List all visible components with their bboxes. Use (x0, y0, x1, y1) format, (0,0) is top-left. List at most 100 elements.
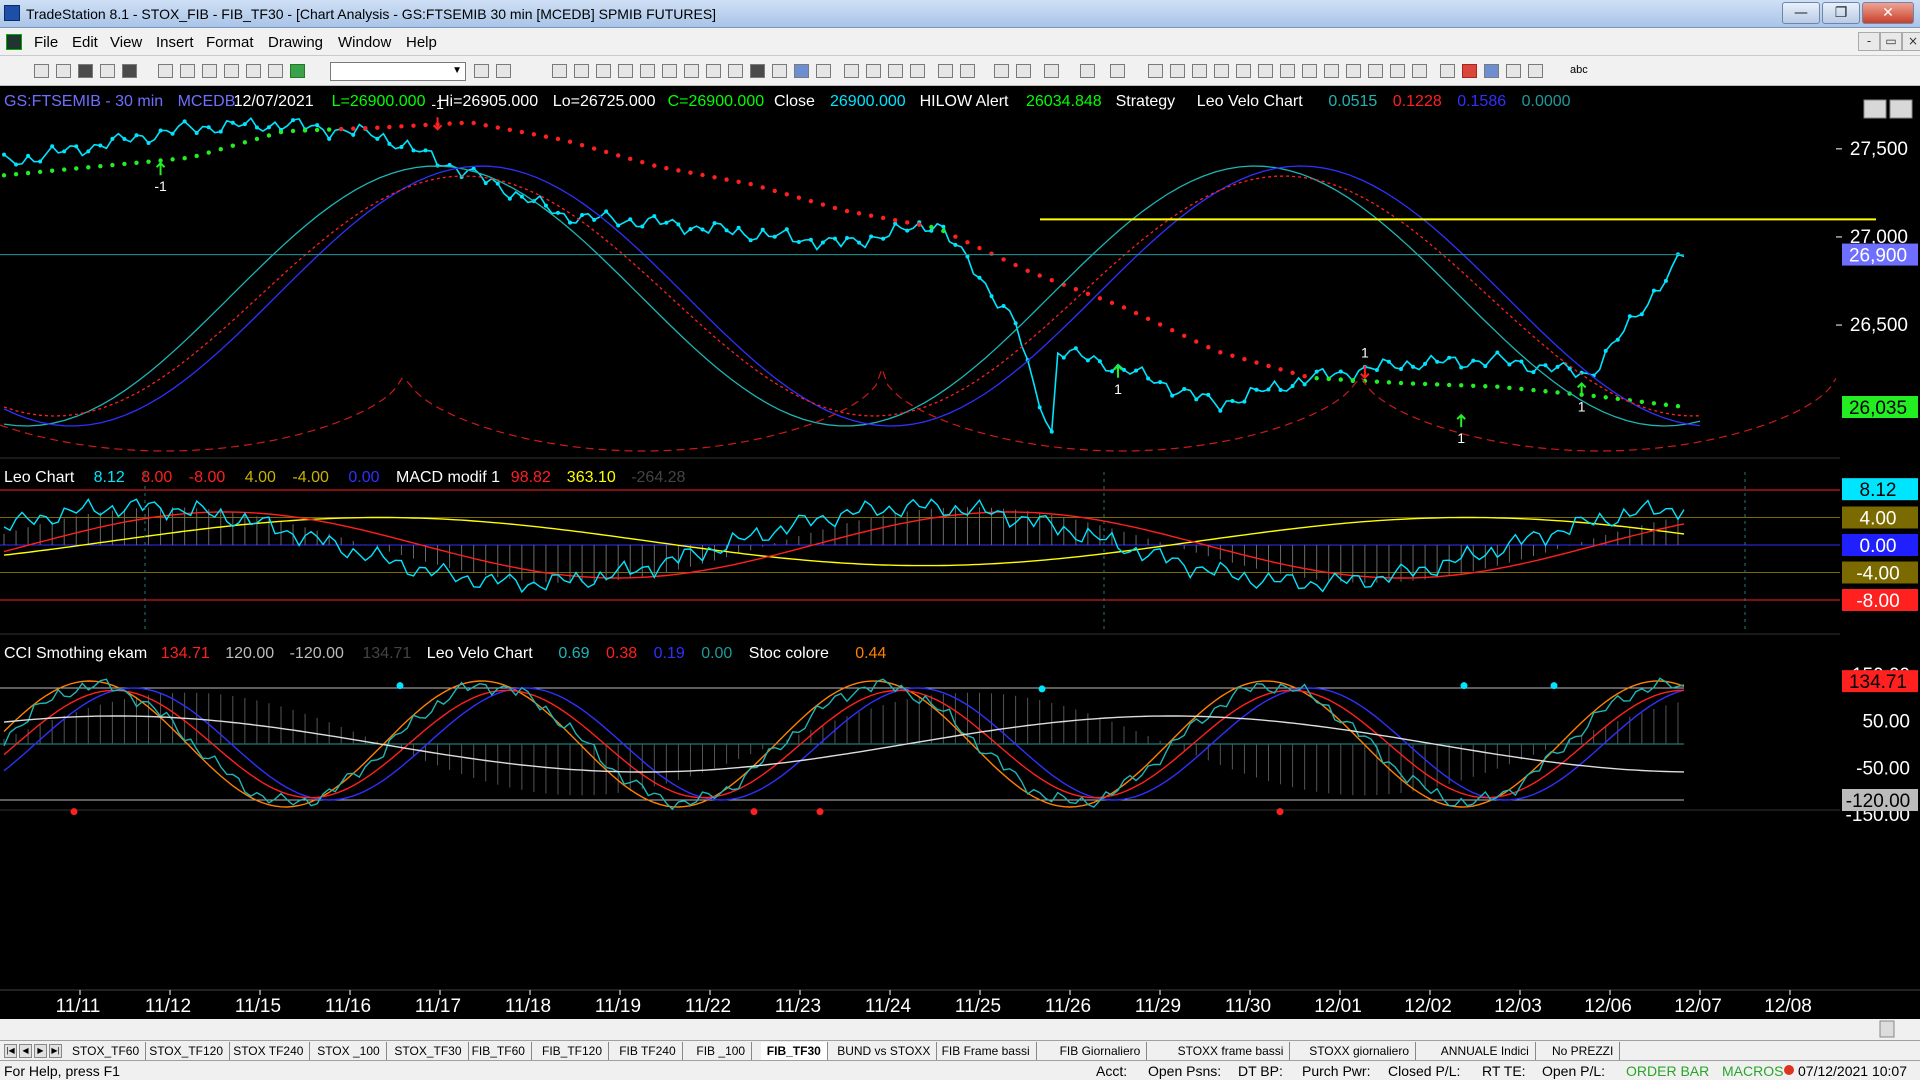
print-icon[interactable] (180, 64, 195, 78)
line-icon[interactable] (772, 64, 787, 78)
mdi-restore-button[interactable]: ▭ (1880, 32, 1902, 51)
workspace-tab[interactable]: STOX_TF120 (143, 1042, 230, 1060)
scroll-right-icon[interactable] (866, 64, 881, 78)
time-sales-icon[interactable] (662, 64, 677, 78)
andrews-pitchfork-icon[interactable] (1368, 64, 1383, 78)
pointer-icon[interactable] (994, 64, 1009, 78)
volume-icon[interactable] (794, 64, 809, 78)
macd-line[interactable] (3, 511, 1685, 579)
workspace-tab[interactable]: BUND vs STOXX (831, 1042, 938, 1060)
trendline-icon[interactable] (1148, 64, 1163, 78)
price-pane[interactable]: 27,500 27,000 26,500 -1 -1 1 1 1 1 (0, 96, 1908, 459)
tab-next-button[interactable]: ▶ (34, 1044, 47, 1058)
workspace-tab[interactable]: FIB Giornaliero (1054, 1042, 1148, 1060)
copy-icon[interactable] (224, 64, 239, 78)
news-icon[interactable] (684, 64, 699, 78)
workspace-tab[interactable]: FIB_TF120 (536, 1042, 610, 1060)
candle-icon[interactable] (816, 64, 831, 78)
workspace-tab[interactable]: FIB Frame bassi (936, 1042, 1037, 1060)
data-tip-icon[interactable] (1016, 64, 1031, 78)
menu-drawing[interactable]: Drawing (268, 34, 324, 51)
minimize-button[interactable]: — (1782, 2, 1820, 24)
horizontal-line-icon[interactable] (1192, 64, 1207, 78)
menu-file[interactable]: File (34, 34, 59, 51)
open-icon[interactable] (56, 64, 71, 78)
workspace-tab[interactable]: STOX TF240 (227, 1042, 311, 1060)
zoom-out-icon[interactable] (960, 64, 975, 78)
play-icon[interactable] (474, 64, 489, 78)
velo-blue-line[interactable] (3, 687, 1685, 801)
regression-channel-icon[interactable] (1280, 64, 1295, 78)
workspace-tab[interactable]: STOXX frame bassi (1172, 1042, 1291, 1060)
space-icon[interactable] (888, 64, 903, 78)
options-icon[interactable] (640, 64, 655, 78)
new-workspace-icon[interactable] (100, 64, 115, 78)
tab-first-button[interactable]: |◀ (4, 1044, 17, 1058)
lock-icon[interactable] (246, 64, 261, 78)
inner-restore-button[interactable] (1889, 99, 1913, 119)
leo-chart-line[interactable] (3, 498, 1685, 594)
compress-icon[interactable] (910, 64, 925, 78)
menu-help[interactable]: Help (406, 34, 437, 51)
globe-icon[interactable] (290, 64, 305, 78)
radar-icon[interactable] (574, 64, 589, 78)
arrow-up-icon[interactable] (1484, 64, 1499, 78)
print-preview-icon[interactable] (158, 64, 173, 78)
menu-format[interactable]: Format (206, 34, 254, 51)
menu-insert[interactable]: Insert (156, 34, 194, 51)
time-cycle-icon[interactable] (1302, 64, 1317, 78)
rectangle-icon[interactable] (1528, 64, 1543, 78)
menu-window[interactable]: Window (338, 34, 392, 51)
new-icon[interactable] (34, 64, 49, 78)
inner-minimize-button[interactable] (1863, 99, 1887, 119)
gann-fan-icon[interactable] (1258, 64, 1273, 78)
strategy-icon[interactable] (728, 64, 743, 78)
tab-last-button[interactable]: ▶| (49, 1044, 62, 1058)
leo-chart-pane[interactable] (0, 472, 1840, 635)
cut-icon[interactable] (202, 64, 217, 78)
workspace-tab[interactable]: STOXX giornaliero (1303, 1042, 1417, 1060)
arrow-line-icon[interactable] (1440, 64, 1455, 78)
indicator-icon[interactable] (706, 64, 721, 78)
cci-smoothing-line[interactable] (3, 715, 1685, 773)
leo-velo-blue-line[interactable] (3, 165, 1701, 427)
workspace-tab[interactable]: No PREZZI (1546, 1042, 1621, 1060)
arc-icon[interactable] (1390, 64, 1405, 78)
zoom-in-icon[interactable] (938, 64, 953, 78)
menu-edit[interactable]: Edit (72, 34, 98, 51)
workspace-tab[interactable]: STOX _100 (311, 1042, 387, 1060)
speed-lines-icon[interactable] (1236, 64, 1251, 78)
macd-signal-line[interactable] (3, 516, 1685, 567)
scroll-thumb[interactable] (1879, 1020, 1895, 1038)
maximize-button[interactable]: ❐ (1822, 2, 1860, 24)
workspace-tab[interactable]: FIB _100 (690, 1042, 753, 1060)
drawing-object-icon[interactable] (1080, 64, 1095, 78)
format-icon[interactable] (1110, 64, 1125, 78)
bar-icon[interactable] (750, 64, 765, 78)
pencil-icon[interactable] (1412, 64, 1427, 78)
tools-icon[interactable] (1044, 64, 1059, 78)
arrow-down-icon[interactable] (1462, 64, 1477, 78)
workspace-tab[interactable]: FIB TF240 (613, 1042, 683, 1060)
text-tool-label[interactable]: abc (1570, 64, 1588, 76)
matrix-icon[interactable] (596, 64, 611, 78)
cci-pane[interactable]: 150.0050.00-50.00-150.00 (0, 665, 1910, 826)
velo-red-line[interactable] (3, 689, 1685, 799)
close-price-line[interactable] (3, 116, 1685, 435)
open-workspace-icon[interactable] (78, 64, 93, 78)
ellipse-icon[interactable] (1506, 64, 1521, 78)
save-icon[interactable] (122, 64, 137, 78)
parallel-lines-icon[interactable] (1170, 64, 1185, 78)
scroll-left-icon[interactable] (844, 64, 859, 78)
menu-view[interactable]: View (110, 34, 143, 51)
workspace-tab[interactable]: ANNUALE Indici (1435, 1042, 1536, 1060)
vertical-line-icon[interactable] (1324, 64, 1339, 78)
scanner-icon[interactable] (618, 64, 633, 78)
stoc-colore-line[interactable] (3, 680, 1685, 808)
order-bar-button[interactable]: ORDER BAR (1626, 1063, 1710, 1079)
search-icon[interactable] (496, 64, 511, 78)
mdi-minimize-button[interactable]: - (1858, 32, 1880, 51)
workspace-tab[interactable]: FIB_TF30 (760, 1042, 828, 1060)
